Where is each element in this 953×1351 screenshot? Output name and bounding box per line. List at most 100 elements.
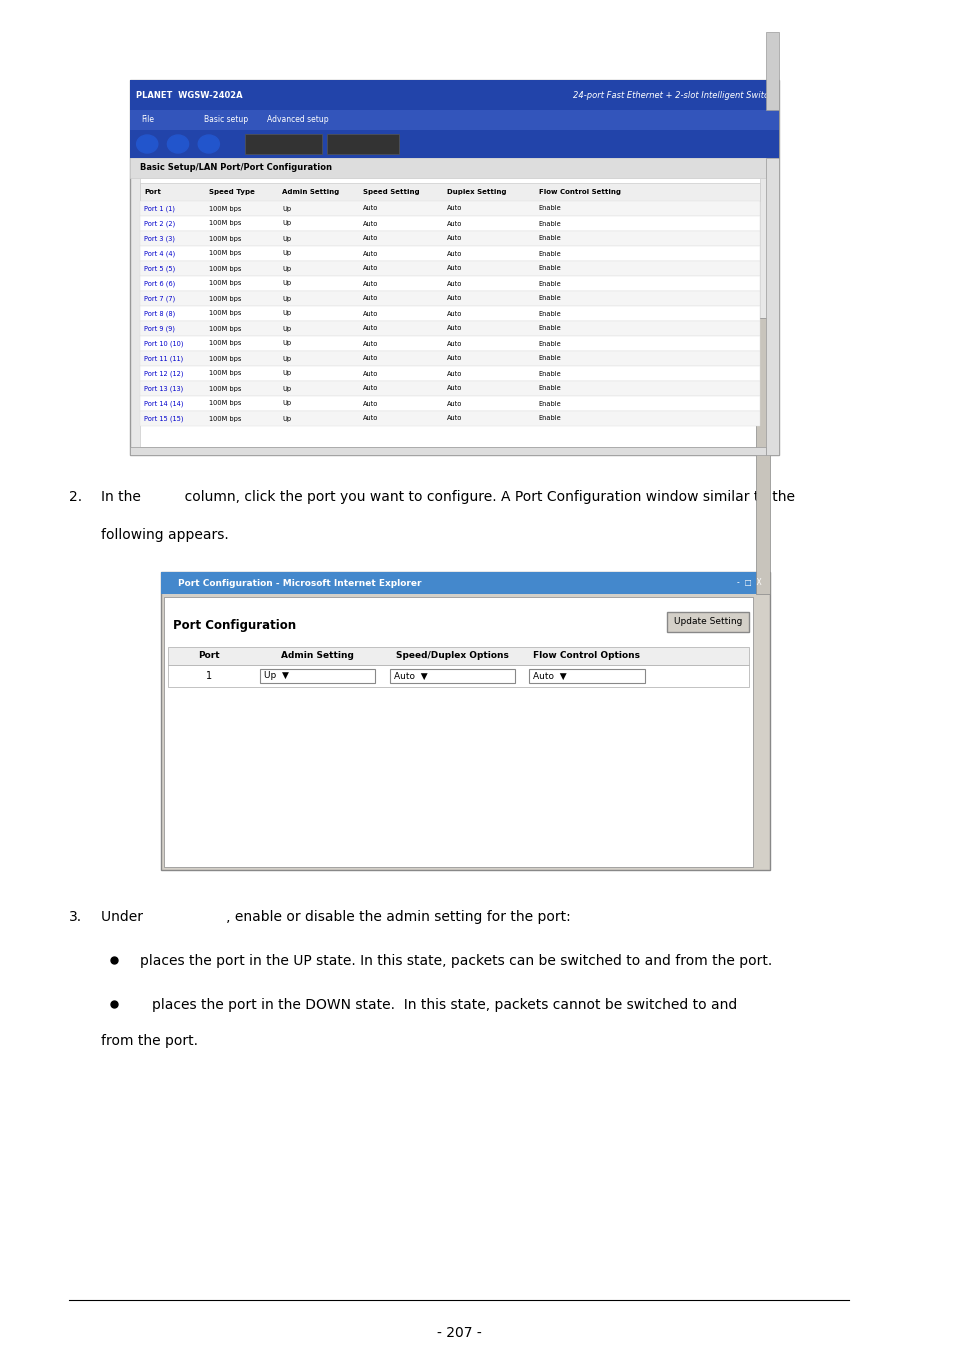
Text: Flow Control Setting: Flow Control Setting <box>538 189 620 195</box>
Text: Up: Up <box>282 311 291 316</box>
Text: Auto: Auto <box>362 416 377 422</box>
Bar <box>756 317 769 594</box>
Text: places the port in the UP state. In this state, packets can be switched to and f: places the port in the UP state. In this… <box>139 954 771 969</box>
Text: Auto: Auto <box>447 250 462 257</box>
Bar <box>139 396 760 411</box>
Text: File: File <box>141 115 154 124</box>
Text: 3.: 3. <box>70 911 82 924</box>
Text: Up: Up <box>282 235 291 242</box>
Bar <box>130 130 779 158</box>
Text: 100M bps: 100M bps <box>209 296 241 301</box>
Text: 100M bps: 100M bps <box>209 235 241 242</box>
Text: Flow Control Options: Flow Control Options <box>533 651 639 661</box>
Text: Auto: Auto <box>362 311 377 316</box>
Text: Enable: Enable <box>538 400 561 407</box>
Text: Basic Setup/LAN Port/Port Configuration: Basic Setup/LAN Port/Port Configuration <box>139 163 332 173</box>
Text: Auto  ▼: Auto ▼ <box>533 671 566 681</box>
Text: Port: Port <box>198 651 220 661</box>
Text: Auto: Auto <box>447 296 462 301</box>
Text: Enable: Enable <box>538 370 561 377</box>
Text: Port Configuration: Port Configuration <box>173 619 296 632</box>
Text: 24-port Fast Ethernet + 2-slot Intelligent Switch: 24-port Fast Ethernet + 2-slot Intellige… <box>572 91 773 100</box>
Bar <box>666 612 748 632</box>
Bar <box>139 290 760 305</box>
Text: Up: Up <box>282 400 291 407</box>
Text: Auto: Auto <box>447 205 462 212</box>
Text: Port 13 (13): Port 13 (13) <box>144 385 183 392</box>
Text: -  □  X: - □ X <box>737 578 761 588</box>
Text: Auto: Auto <box>362 355 377 362</box>
Text: Auto: Auto <box>362 296 377 301</box>
Text: Up: Up <box>282 205 291 212</box>
Text: Up: Up <box>282 355 291 362</box>
Bar <box>139 216 760 231</box>
Bar <box>169 647 748 665</box>
Bar <box>160 571 769 870</box>
Ellipse shape <box>136 135 157 153</box>
Text: Enable: Enable <box>538 281 561 286</box>
Bar <box>327 134 399 154</box>
Text: Up: Up <box>282 250 291 257</box>
Text: 100M bps: 100M bps <box>209 340 241 346</box>
Text: 100M bps: 100M bps <box>209 250 241 257</box>
Text: Port 12 (12): Port 12 (12) <box>144 370 184 377</box>
Text: 100M bps: 100M bps <box>209 220 241 227</box>
Bar <box>163 597 753 867</box>
Text: Auto: Auto <box>447 311 462 316</box>
Text: Duplex Setting: Duplex Setting <box>447 189 506 195</box>
Text: 100M bps: 100M bps <box>209 266 241 272</box>
Bar <box>139 246 760 261</box>
Text: Up: Up <box>282 266 291 272</box>
Text: 2.: 2. <box>70 490 82 504</box>
Bar <box>130 447 765 455</box>
Text: Port 7 (7): Port 7 (7) <box>144 296 175 301</box>
Text: Auto: Auto <box>362 205 377 212</box>
Text: Auto: Auto <box>447 416 462 422</box>
Text: Enable: Enable <box>538 220 561 227</box>
Text: Enable: Enable <box>538 266 561 272</box>
Text: Up: Up <box>282 326 291 331</box>
Text: Auto: Auto <box>447 235 462 242</box>
Text: Port 8 (8): Port 8 (8) <box>144 311 175 316</box>
Text: Up: Up <box>282 281 291 286</box>
Bar <box>139 231 760 246</box>
Bar <box>765 158 779 455</box>
Text: Auto: Auto <box>362 326 377 331</box>
Bar <box>130 80 779 455</box>
Text: Enable: Enable <box>538 340 561 346</box>
Text: following appears.: following appears. <box>101 528 229 542</box>
Bar <box>169 665 748 688</box>
Text: Auto: Auto <box>362 281 377 286</box>
Text: Enable: Enable <box>538 235 561 242</box>
Text: Auto: Auto <box>447 340 462 346</box>
Bar <box>139 182 760 201</box>
Text: 100M bps: 100M bps <box>209 400 241 407</box>
Bar <box>139 305 760 322</box>
Text: Port 15 (15): Port 15 (15) <box>144 415 184 422</box>
Bar <box>139 276 760 290</box>
Text: Auto: Auto <box>362 266 377 272</box>
Text: Enable: Enable <box>538 326 561 331</box>
Bar <box>529 669 644 684</box>
Text: Enable: Enable <box>538 385 561 392</box>
Text: 100M bps: 100M bps <box>209 370 241 377</box>
Text: Enable: Enable <box>538 416 561 422</box>
Text: Admin Setting: Admin Setting <box>281 651 354 661</box>
Text: Auto  ▼: Auto ▼ <box>394 671 427 681</box>
Bar <box>765 32 779 109</box>
Text: Auto: Auto <box>362 235 377 242</box>
Text: Auto: Auto <box>447 220 462 227</box>
Text: Port 6 (6): Port 6 (6) <box>144 280 175 286</box>
Text: Enable: Enable <box>538 296 561 301</box>
Text: Auto: Auto <box>447 266 462 272</box>
Text: Enable: Enable <box>538 250 561 257</box>
Text: Up: Up <box>282 416 291 422</box>
Bar <box>139 381 760 396</box>
Text: Up  ▼: Up ▼ <box>263 671 288 681</box>
Text: Port 4 (4): Port 4 (4) <box>144 250 175 257</box>
Text: Enable: Enable <box>538 205 561 212</box>
Text: Up: Up <box>282 385 291 392</box>
Ellipse shape <box>168 135 189 153</box>
Bar <box>139 322 760 336</box>
Bar <box>245 134 322 154</box>
